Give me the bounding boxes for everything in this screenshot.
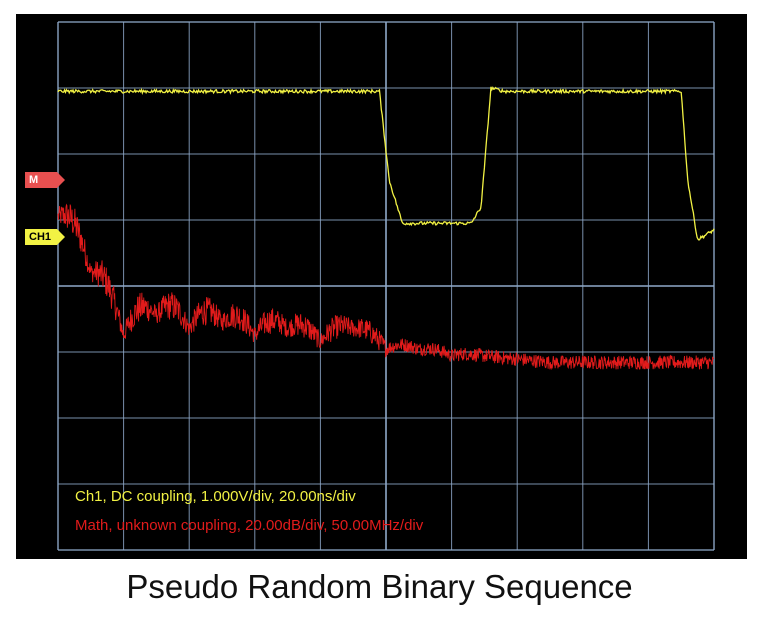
math-settings-readout: Math, unknown coupling, 20.00dB/div, 50.… <box>75 517 424 534</box>
figure-caption: Pseudo Random Binary Sequence <box>126 568 633 605</box>
ch1-series-line <box>57 86 715 241</box>
ch1-settings-readout: Ch1, DC coupling, 1.000V/div, 20.00ns/di… <box>75 488 356 505</box>
ch1-channel-marker[interactable]: CH1 <box>25 229 69 245</box>
plot-area <box>57 21 715 551</box>
ch1-marker-arrow-icon <box>25 229 65 245</box>
math-channel-marker[interactable]: M <box>25 172 69 188</box>
math-marker-arrow-icon <box>25 172 65 188</box>
ch1-marker-label: CH1 <box>29 231 52 243</box>
math-series-line <box>57 203 715 371</box>
math-marker-label: M <box>29 174 39 186</box>
oscilloscope-display: M CH1 Ch1, DC coupling, 1.000V/div, 20.0… <box>16 14 747 559</box>
